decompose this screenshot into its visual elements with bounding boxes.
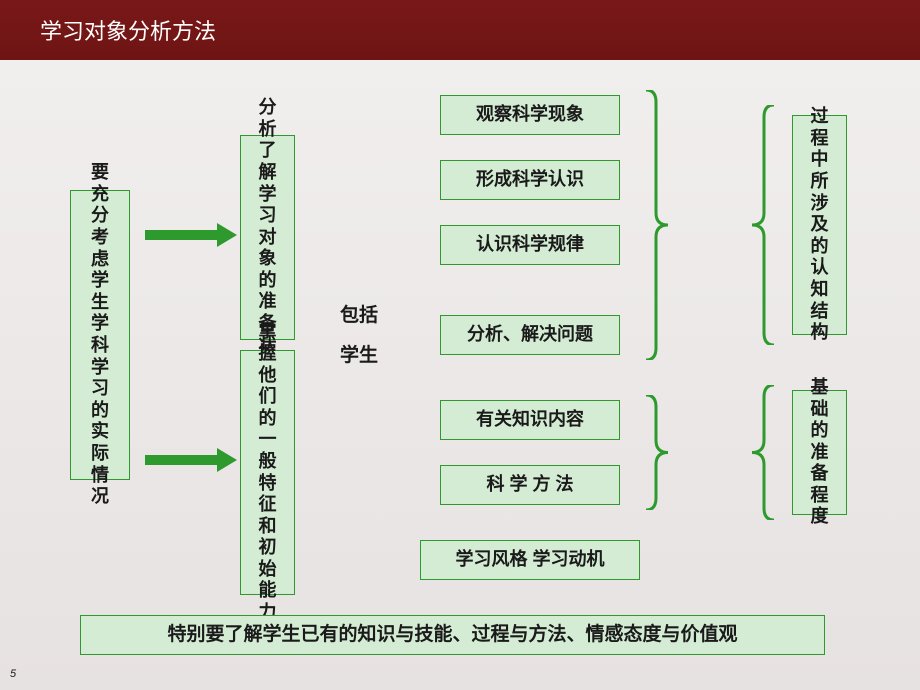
mid-item: 学习风格 学习动机 [420, 540, 640, 580]
brace-icon [750, 105, 780, 345]
mid-item: 分析、解决问题 [440, 315, 620, 355]
mid-item: 认识科学规律 [440, 225, 620, 265]
box-prep-degree: 基础的准备程度 [792, 390, 847, 515]
label-student: 学生 [340, 340, 378, 367]
label-include: 包括 [340, 300, 378, 327]
box-prep-state: 分析了解学习对象的准备状态 [240, 135, 295, 340]
mid-item: 形成科学认识 [440, 160, 620, 200]
brace-icon [640, 395, 670, 510]
mid-item: 有关知识内容 [440, 400, 620, 440]
page-number: 5 [10, 668, 16, 680]
box-cognitive-structure: 过程中所涉及的认知结构 [792, 115, 847, 335]
arrow-icon [145, 446, 240, 474]
box-consider-actual: 要充分考虑学生学科学习的实际情况 [70, 190, 130, 480]
mid-item: 科 学 方 法 [440, 465, 620, 505]
slide-title: 学习对象分析方法 [40, 14, 216, 46]
footer-note: 特别要了解学生已有的知识与技能、过程与方法、情感态度与价值观 [80, 615, 825, 655]
diagram-canvas: 要充分考虑学生学科学习的实际情况 分析了解学习对象的准备状态 掌握他们的一般特征… [0, 60, 920, 690]
brace-icon [640, 90, 670, 360]
box-general-traits: 掌握他们的一般特征和初始能力 [240, 350, 295, 595]
arrow-icon [145, 221, 240, 249]
mid-item: 观察科学现象 [440, 95, 620, 135]
slide-header: 学习对象分析方法 [0, 0, 920, 60]
brace-icon [750, 385, 780, 520]
